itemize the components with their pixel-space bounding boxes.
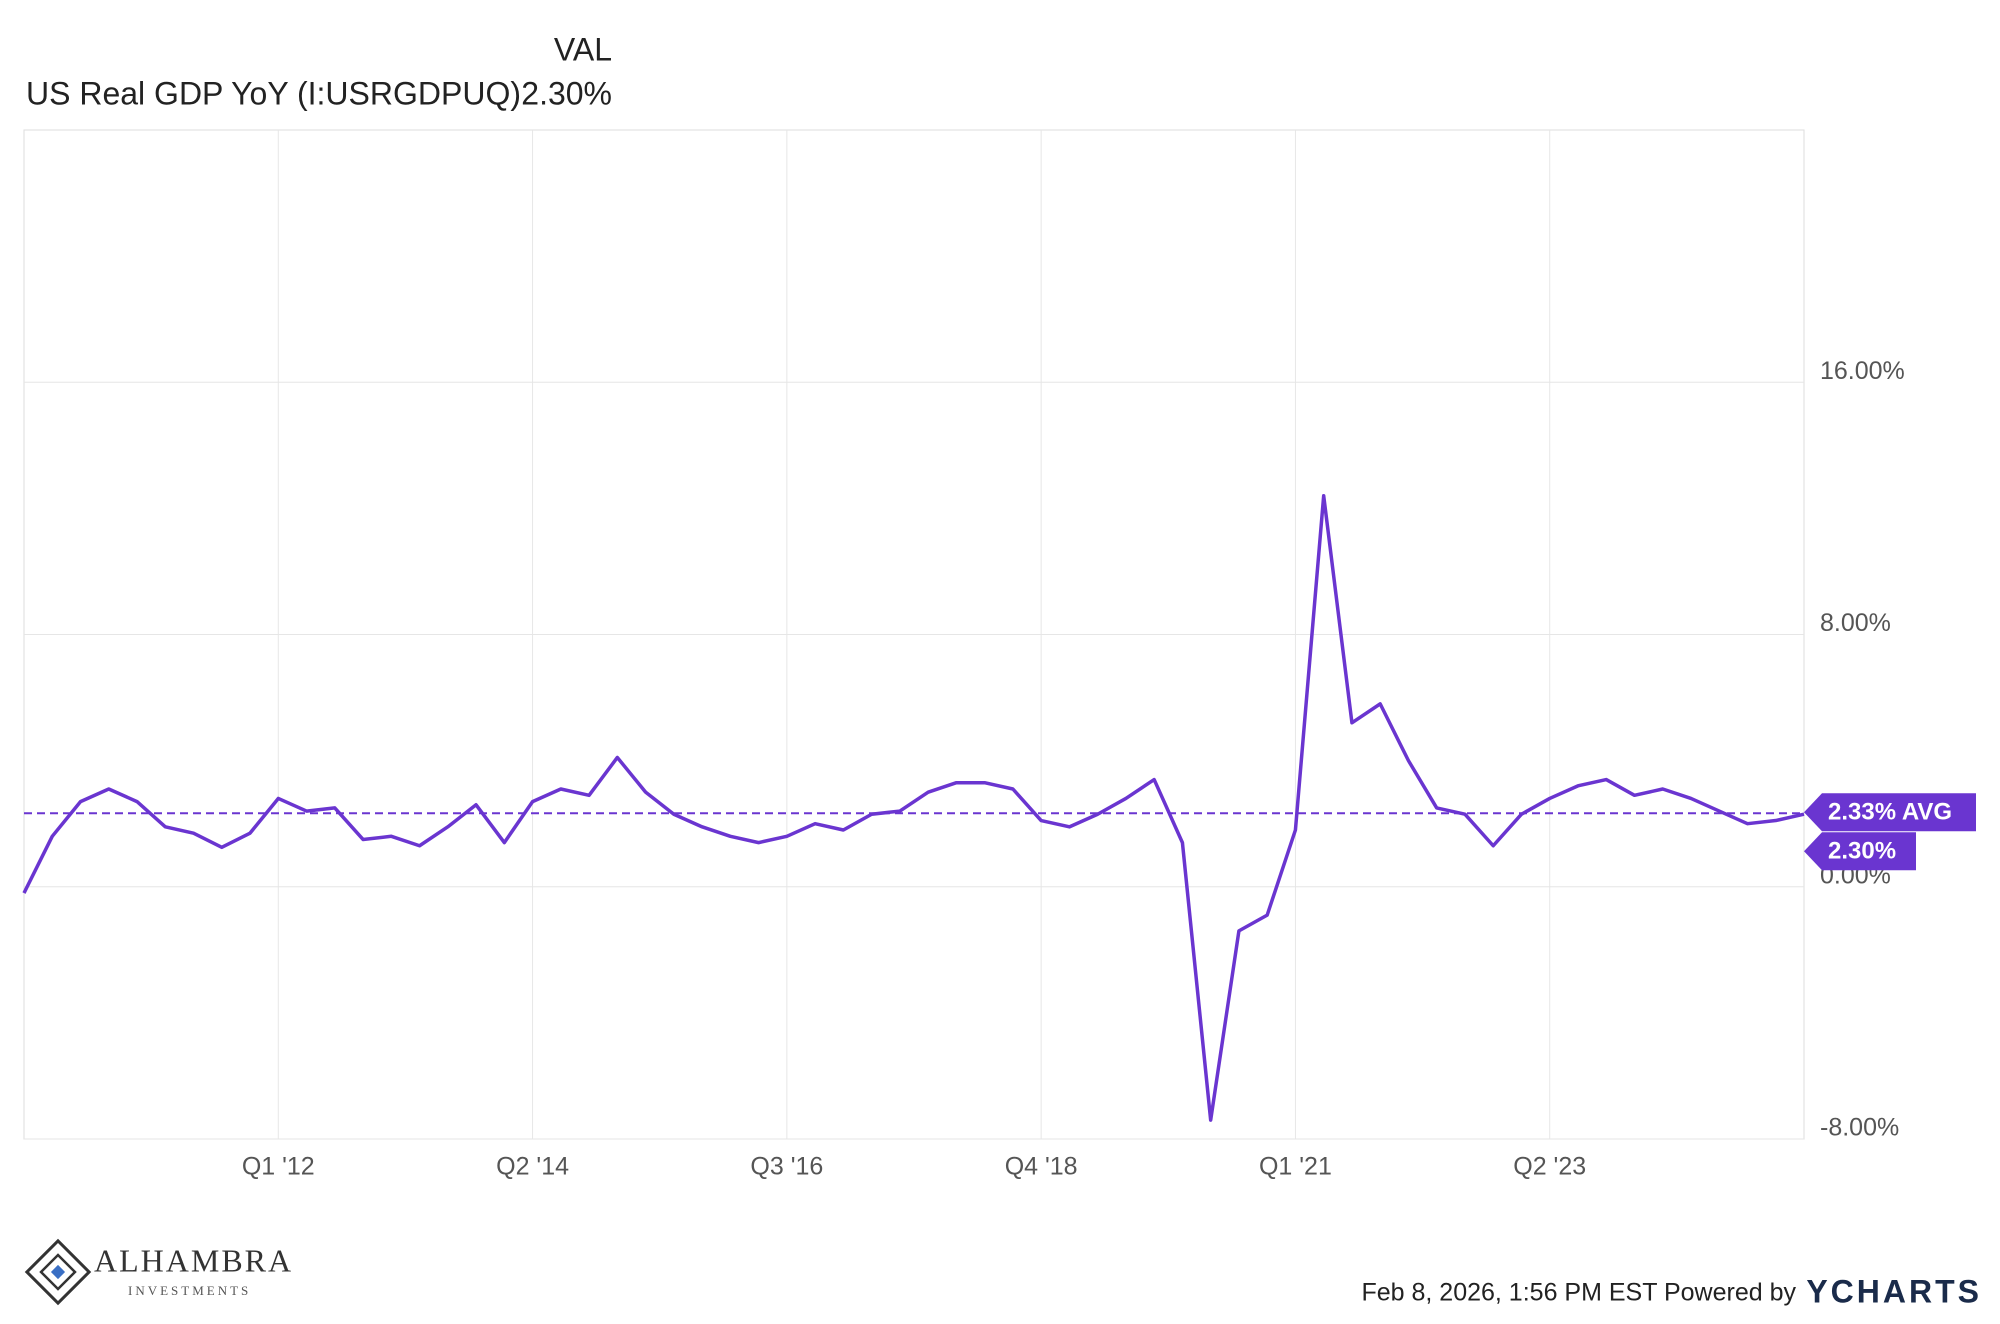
y-tick-label: 8.00% (1820, 609, 1891, 637)
column-header: VAL (554, 31, 612, 67)
series-name: US Real GDP YoY (I:USRGDPUQ) (26, 75, 521, 111)
x-tick-label: Q2 '23 (1513, 1153, 1586, 1181)
y-tick-label: 16.00% (1820, 357, 1905, 385)
x-tick-label: Q1 '12 (242, 1153, 315, 1181)
logo-inner (39, 1253, 77, 1291)
series-value: 2.30% (521, 75, 612, 111)
average-tag-bg (1804, 793, 1976, 832)
last-value-tag: 2.30% (1828, 838, 1896, 865)
logo (24, 1238, 92, 1306)
logo-center (50, 1264, 66, 1280)
timestamp: Feb 8, 2026, 1:56 PM EST Powered by (1361, 1279, 1796, 1307)
logo-sub: INVESTMENTS (128, 1283, 251, 1298)
x-tick-label: Q2 '14 (496, 1153, 569, 1181)
last-value-tag-bg (1804, 832, 1916, 871)
logo-name: ALHAMBRA (94, 1242, 293, 1278)
y-tick-label: -8.00% (1820, 1114, 1899, 1142)
x-tick-label: Q4 '18 (1005, 1153, 1078, 1181)
x-tick-label: Q3 '16 (750, 1153, 823, 1181)
x-tick-label: Q1 '21 (1259, 1153, 1332, 1181)
average-tag: 2.33% AVG (1828, 799, 1952, 826)
brand: YCHARTS (1806, 1273, 1982, 1309)
logo-frame (24, 1238, 92, 1306)
series-line (22, 494, 1805, 1122)
